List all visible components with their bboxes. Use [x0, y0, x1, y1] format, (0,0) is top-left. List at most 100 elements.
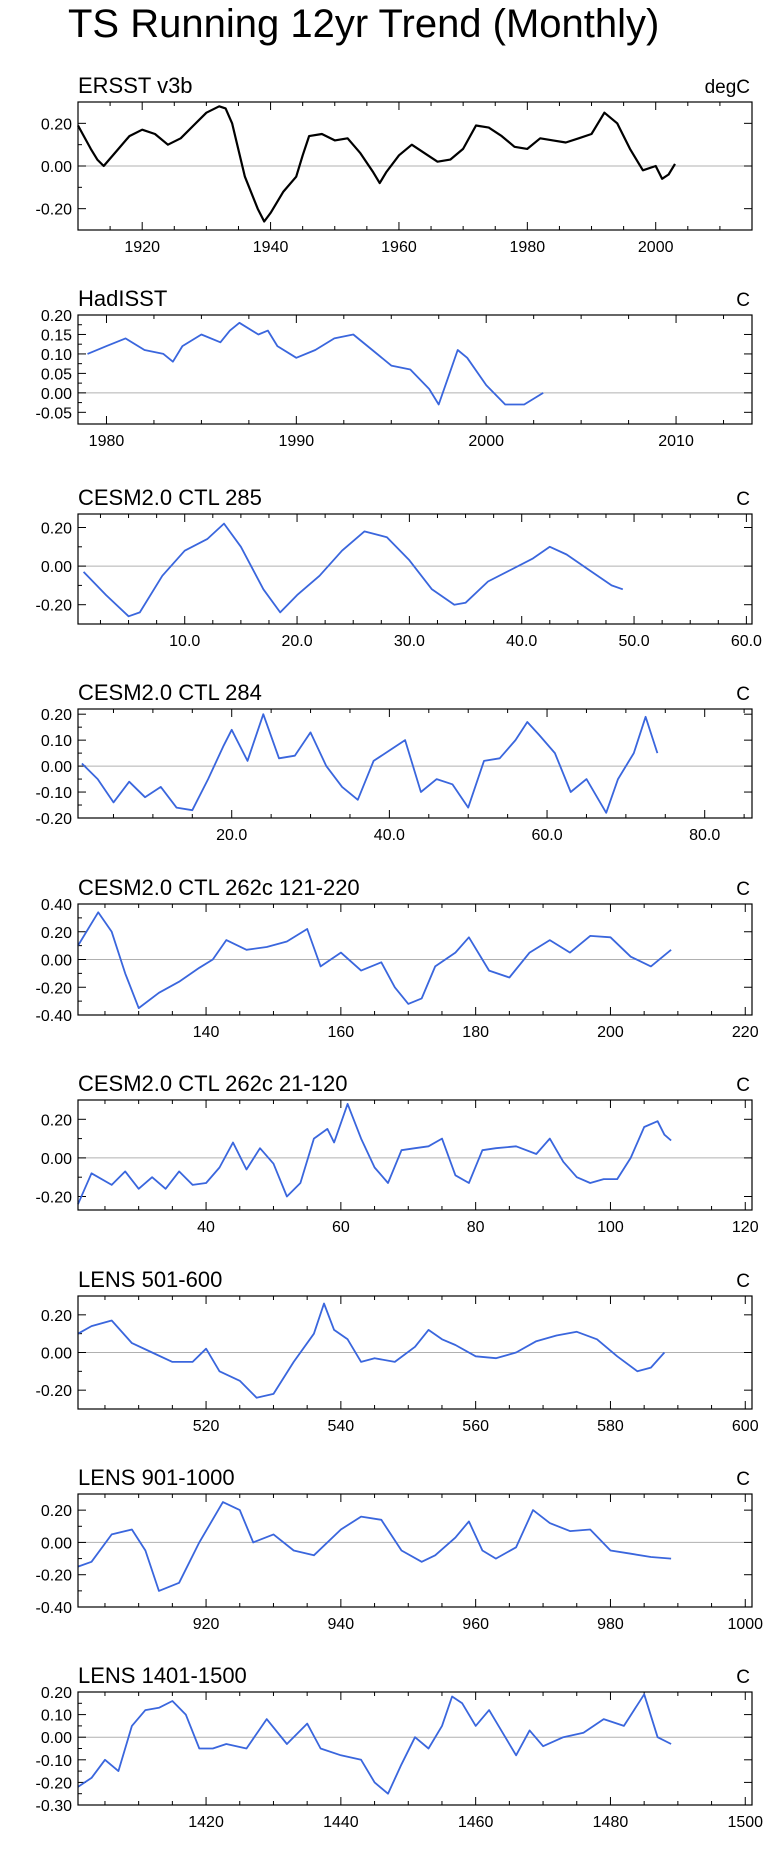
plot-frame [77, 101, 753, 231]
x-tick-label: 1960 [381, 239, 417, 256]
x-tick-label: 200 [597, 1024, 624, 1041]
panel-units: C [736, 1667, 750, 1688]
x-tick-label: 560 [462, 1418, 489, 1435]
series-line [77, 1302, 666, 1399]
x-tick-label: 2010 [658, 433, 694, 450]
panel-units: C [736, 879, 750, 900]
y-tick-label: 0.20 [41, 707, 72, 724]
y-tick-label: 0.00 [41, 559, 72, 576]
x-tick-label: 60.0 [731, 633, 762, 650]
y-tick-label: 0.00 [41, 1151, 72, 1168]
y-tick-label: 0.20 [41, 1112, 72, 1129]
series-line [81, 713, 659, 814]
y-tick-label: -0.10 [36, 1753, 73, 1770]
y-tick-label: 0.20 [41, 521, 72, 538]
y-tick-label: -0.30 [36, 1798, 73, 1815]
x-tick-label: 100 [597, 1219, 624, 1236]
x-tick-label: 220 [732, 1024, 759, 1041]
series-line [77, 1103, 672, 1205]
y-tick-label: -0.20 [36, 811, 73, 828]
series-line [77, 911, 672, 1009]
panel-title: CESM2.0 CTL 262c 121-220 [78, 875, 360, 900]
plot-frame [77, 1691, 753, 1806]
panel-title: HadISST [78, 286, 167, 311]
y-tick-label: -0.20 [36, 1775, 73, 1792]
x-tick-label: 1920 [124, 239, 160, 256]
y-tick-label: 0.20 [41, 1308, 72, 1325]
x-tick-label: 60 [332, 1219, 350, 1236]
x-tick-label: 1000 [727, 1616, 763, 1633]
y-tick-label: -0.05 [36, 405, 73, 422]
panel-title: CESM2.0 CTL 284 [78, 680, 262, 705]
x-tick-label: 1500 [727, 1814, 763, 1831]
x-tick-label: 940 [328, 1616, 355, 1633]
y-tick-label: 0.00 [41, 759, 72, 776]
x-tick-label: 960 [462, 1616, 489, 1633]
x-tick-label: 1440 [323, 1814, 359, 1831]
chart-panel-1: ERSST v3b degC 1920 1940 1960 1980 2000 -0.20 0.… [36, 73, 753, 256]
panel-units: C [736, 1469, 750, 1490]
y-tick-label: 0.00 [41, 953, 72, 970]
x-tick-label: 520 [193, 1418, 220, 1435]
y-tick-label: -0.40 [36, 1600, 73, 1617]
chart-panel-3: CESM2.0 CTL 285 C 10.0 20.0 30.0 40.0 50.0 60.0… [36, 485, 763, 650]
y-tick-label: -0.20 [36, 980, 73, 997]
x-tick-label: 1980 [89, 433, 125, 450]
plot-frame [77, 1295, 753, 1410]
series-line [82, 522, 624, 618]
x-tick-label: 140 [193, 1024, 220, 1041]
x-tick-label: 1420 [188, 1814, 224, 1831]
x-tick-label: 1980 [510, 239, 546, 256]
y-tick-label: 0.00 [41, 386, 72, 403]
x-tick-label: 20.0 [281, 633, 312, 650]
y-tick-label: 0.00 [41, 1730, 72, 1747]
x-tick-label: 80 [467, 1219, 485, 1236]
y-tick-label: -0.40 [36, 1008, 73, 1025]
series-line [77, 1501, 672, 1592]
panel-units: C [736, 489, 750, 510]
x-tick-label: 1460 [458, 1814, 494, 1831]
y-tick-label: 0.15 [41, 327, 72, 344]
y-tick-label: 0.10 [41, 1708, 72, 1725]
series-line [87, 321, 544, 406]
plot-frame [77, 903, 753, 1016]
series-line [77, 1693, 672, 1795]
x-tick-label: 1940 [253, 239, 289, 256]
y-tick-label: -0.10 [36, 785, 73, 802]
panel-title: CESM2.0 CTL 285 [78, 485, 262, 510]
y-tick-label: -0.20 [36, 202, 73, 219]
page-title: TS Running 12yr Trend (Monthly) [68, 2, 660, 46]
y-tick-label: -0.20 [36, 598, 73, 615]
x-tick-label: 600 [732, 1418, 759, 1435]
y-tick-label: 0.00 [41, 1346, 72, 1363]
y-tick-label: -0.20 [36, 1568, 73, 1585]
panel-units: C [736, 1271, 750, 1292]
y-tick-label: 0.20 [41, 308, 72, 325]
y-tick-label: 0.10 [41, 733, 72, 750]
chart-panel-4: CESM2.0 CTL 284 C 20.0 40.0 60.0 80.0 -0.20 -0.… [36, 680, 753, 844]
x-tick-label: 1990 [279, 433, 315, 450]
plot-frame [77, 708, 753, 819]
y-tick-label: -0.20 [36, 1383, 73, 1400]
y-tick-label: 0.40 [41, 897, 72, 914]
x-tick-label: 1480 [593, 1814, 629, 1831]
chart-panel-6: CESM2.0 CTL 262c 21-120 C 40 60 80 100 120 -0.2… [36, 1071, 759, 1236]
x-tick-label: 920 [193, 1616, 220, 1633]
chart-panel-2: HadISST C 1980 1990 2000 2010 -0.05 0.00 0.05 0.1… [36, 286, 753, 450]
x-tick-label: 180 [462, 1024, 489, 1041]
plot-frame [77, 513, 753, 625]
x-tick-label: 160 [328, 1024, 355, 1041]
plot-frame [77, 314, 753, 425]
x-tick-label: 2000 [468, 433, 504, 450]
panel-title: LENS 501-600 [78, 1267, 222, 1292]
y-tick-label: 0.10 [41, 347, 72, 364]
x-tick-label: 30.0 [394, 633, 425, 650]
x-tick-label: 80.0 [689, 827, 720, 844]
series-line [77, 105, 676, 223]
x-tick-label: 40.0 [374, 827, 405, 844]
panel-units: C [736, 290, 750, 311]
chart-panel-7: LENS 501-600 C 520 540 560 580 600 -0.20 0.00 0.2… [36, 1267, 759, 1435]
panel-title: LENS 1401-1500 [78, 1663, 247, 1688]
y-tick-label: 0.20 [41, 1685, 72, 1702]
